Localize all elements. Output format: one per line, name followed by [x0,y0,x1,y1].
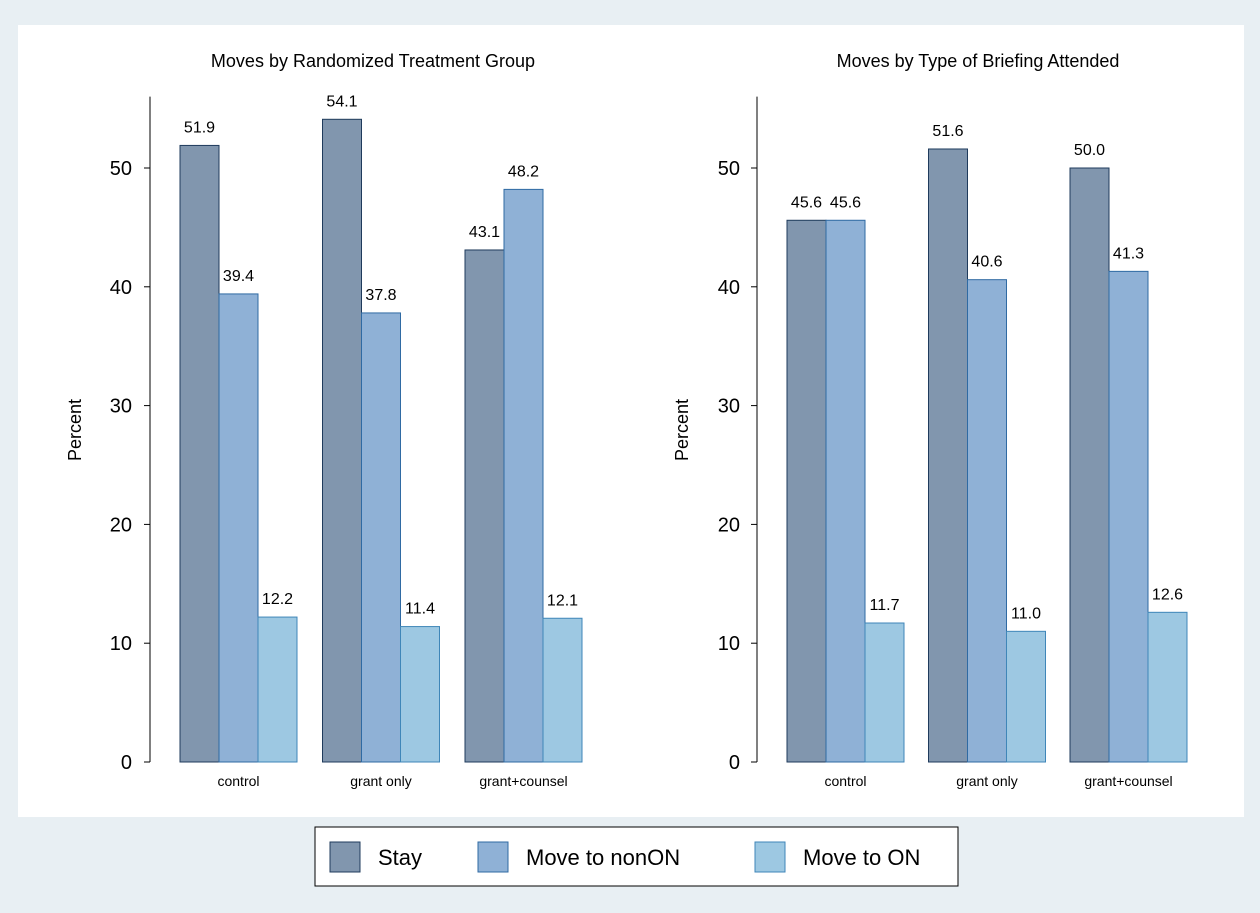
panel-title: Moves by Randomized Treatment Group [211,51,535,71]
x-tick-label: grant+counsel [479,773,567,789]
bar [179,144,220,763]
bar [1108,270,1149,763]
y-tick-label: 0 [121,752,132,774]
panel-treatment-group: Moves by Randomized Treatment Group Perc… [65,51,583,789]
bar-value-label: 45.6 [830,194,861,211]
bar [257,616,298,763]
bar-value-label: 12.1 [547,592,578,609]
bar [864,622,905,763]
bar [928,148,968,763]
panel-marks: 0 10 20 30 40 50 45.6 45.6 11.7 control 51.6 40.6 11… [718,96,1188,789]
legend-label-move-to-nonon: Move to nonON [526,845,680,870]
legend-item-move-to-on: Move to ON [754,841,920,873]
bar [322,118,362,763]
y-tick-label: 20 [718,514,740,536]
bar-value-label: 11.0 [1011,605,1041,622]
bar-value-label: 43.1 [469,224,500,241]
bar [1006,630,1046,763]
y-tick-label: 40 [110,277,132,299]
legend: Stay Move to nonON Move to ON [314,826,959,887]
bar [967,279,1007,763]
y-tick-label: 30 [110,396,132,418]
legend-label-move-to-on: Move to ON [803,845,920,870]
y-tick-label: 10 [718,633,740,655]
y-tick-label: 10 [110,633,132,655]
bar [786,219,827,763]
legend-swatch-move-to-on [754,841,786,873]
bar-value-label: 39.4 [223,268,254,285]
x-tick-label: control [217,773,259,789]
x-tick-label: control [824,773,866,789]
y-tick-label: 20 [110,514,132,536]
legend-item-stay: Stay [329,841,422,873]
legend-swatch-stay [329,841,361,873]
panel-title: Moves by Type of Briefing Attended [837,51,1120,71]
bar-value-label: 51.9 [184,119,215,136]
bar [1147,611,1188,763]
y-tick-label: 40 [718,277,740,299]
bar-value-label: 12.2 [262,591,293,608]
legend-item-move-to-nonon: Move to nonON [477,841,680,873]
bar [464,249,505,763]
legend-label-stay: Stay [378,845,422,870]
bar-value-label: 48.2 [508,163,539,180]
bar-value-label: 12.6 [1152,586,1183,603]
bar-value-label: 50.0 [1074,142,1105,159]
y-tick-label: 30 [718,396,740,418]
legend-swatch-move-to-nonon [477,841,509,873]
x-tick-label: grant only [956,773,1017,789]
bar-value-label: 51.6 [932,123,963,140]
y-tick-label: 0 [729,752,740,774]
y-axis-label: Percent [672,399,692,461]
bar [1069,167,1110,763]
bar-value-label: 11.7 [870,597,900,614]
bar-value-label: 11.4 [405,601,435,618]
bar [542,617,583,763]
legend-box [314,826,959,887]
bar [218,293,259,763]
bar-value-label: 40.6 [971,254,1002,271]
bar-value-label: 45.6 [791,194,822,211]
bar [825,219,866,763]
panel-marks: 0 10 20 30 40 50 51.9 39.4 12.2 control 54.1 37.8 11… [110,93,583,789]
bar [400,626,440,763]
bar-value-label: 54.1 [326,93,357,110]
bar-value-label: 41.3 [1113,245,1144,262]
bar-value-label: 37.8 [365,287,396,304]
panel-briefing-type: Moves by Type of Briefing Attended Perce… [672,51,1188,789]
y-axis-label: Percent [65,399,85,461]
x-tick-label: grant only [350,773,411,789]
bar [361,312,401,763]
x-tick-label: grant+counsel [1084,773,1172,789]
y-tick-label: 50 [718,158,740,180]
y-tick-label: 50 [110,158,132,180]
bar [503,188,544,763]
